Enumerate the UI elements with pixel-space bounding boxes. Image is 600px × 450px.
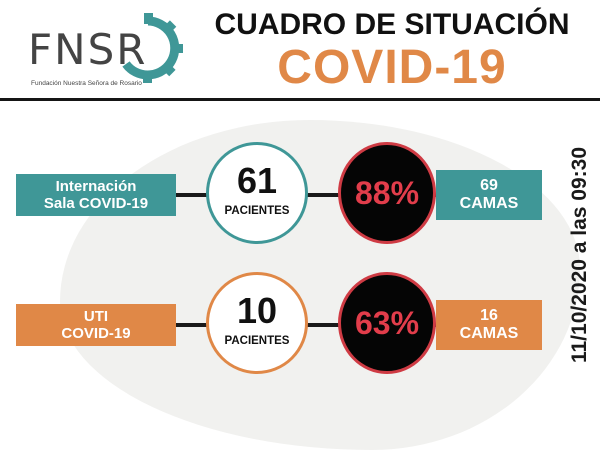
gear-icon bbox=[122, 13, 183, 83]
connector-line bbox=[300, 193, 342, 197]
patients-count: 61 bbox=[236, 160, 278, 201]
unit-label-line1: UTI bbox=[83, 307, 109, 325]
connector-line bbox=[176, 323, 210, 327]
occupancy-percent: 88% bbox=[354, 174, 420, 211]
patients-label: PACIENTES bbox=[224, 335, 290, 347]
date-timestamp: 11/10/2020 a las 09:30 bbox=[560, 110, 600, 400]
status-row-ward: Internación Sala COVID-19 61 PACIENTES 8… bbox=[0, 140, 560, 250]
header-divider bbox=[0, 98, 600, 101]
page-title: CUADRO DE SITUACIÓN bbox=[214, 8, 570, 41]
unit-label-line2: COVID-19 bbox=[61, 325, 131, 342]
patients-count: 10 bbox=[236, 290, 278, 331]
connector-line bbox=[300, 323, 342, 327]
beds-box: 69 CAMAS bbox=[436, 170, 542, 220]
date-text: 11/10/2020 a las 09:30 bbox=[568, 146, 591, 364]
unit-label-line1: Internación bbox=[55, 177, 137, 195]
beds-label: CAMAS bbox=[459, 325, 519, 342]
fnsr-logo: FNSR Fundación Nuestra Señora de Rosario bbox=[28, 10, 188, 92]
occupancy-percent: 63% bbox=[354, 304, 420, 341]
beds-count: 16 bbox=[480, 306, 498, 324]
occupancy-circle: 88% bbox=[338, 142, 436, 244]
page-subtitle: COVID-19 bbox=[277, 41, 507, 94]
occupancy-circle: 63% bbox=[338, 272, 436, 374]
unit-label-box: UTI COVID-19 bbox=[16, 304, 176, 346]
unit-label-box: Internación Sala COVID-19 bbox=[16, 174, 176, 216]
header: FNSR Fundación Nuestra Señora de Rosario… bbox=[0, 0, 600, 104]
logo-text: FNSR bbox=[28, 25, 148, 74]
unit-label-line2: Sala COVID-19 bbox=[43, 195, 149, 212]
beds-count: 69 bbox=[480, 176, 498, 194]
beds-label: CAMAS bbox=[459, 195, 519, 212]
patients-label: PACIENTES bbox=[224, 205, 290, 217]
patients-circle: 61 PACIENTES bbox=[206, 142, 308, 244]
status-row-icu: UTI COVID-19 10 PACIENTES 63% 16 CAMAS bbox=[0, 270, 560, 380]
connector-line bbox=[176, 193, 210, 197]
patients-circle: 10 PACIENTES bbox=[206, 272, 308, 374]
logo-subtitle: Fundación Nuestra Señora de Rosario bbox=[31, 80, 142, 87]
beds-box: 16 CAMAS bbox=[436, 300, 542, 350]
